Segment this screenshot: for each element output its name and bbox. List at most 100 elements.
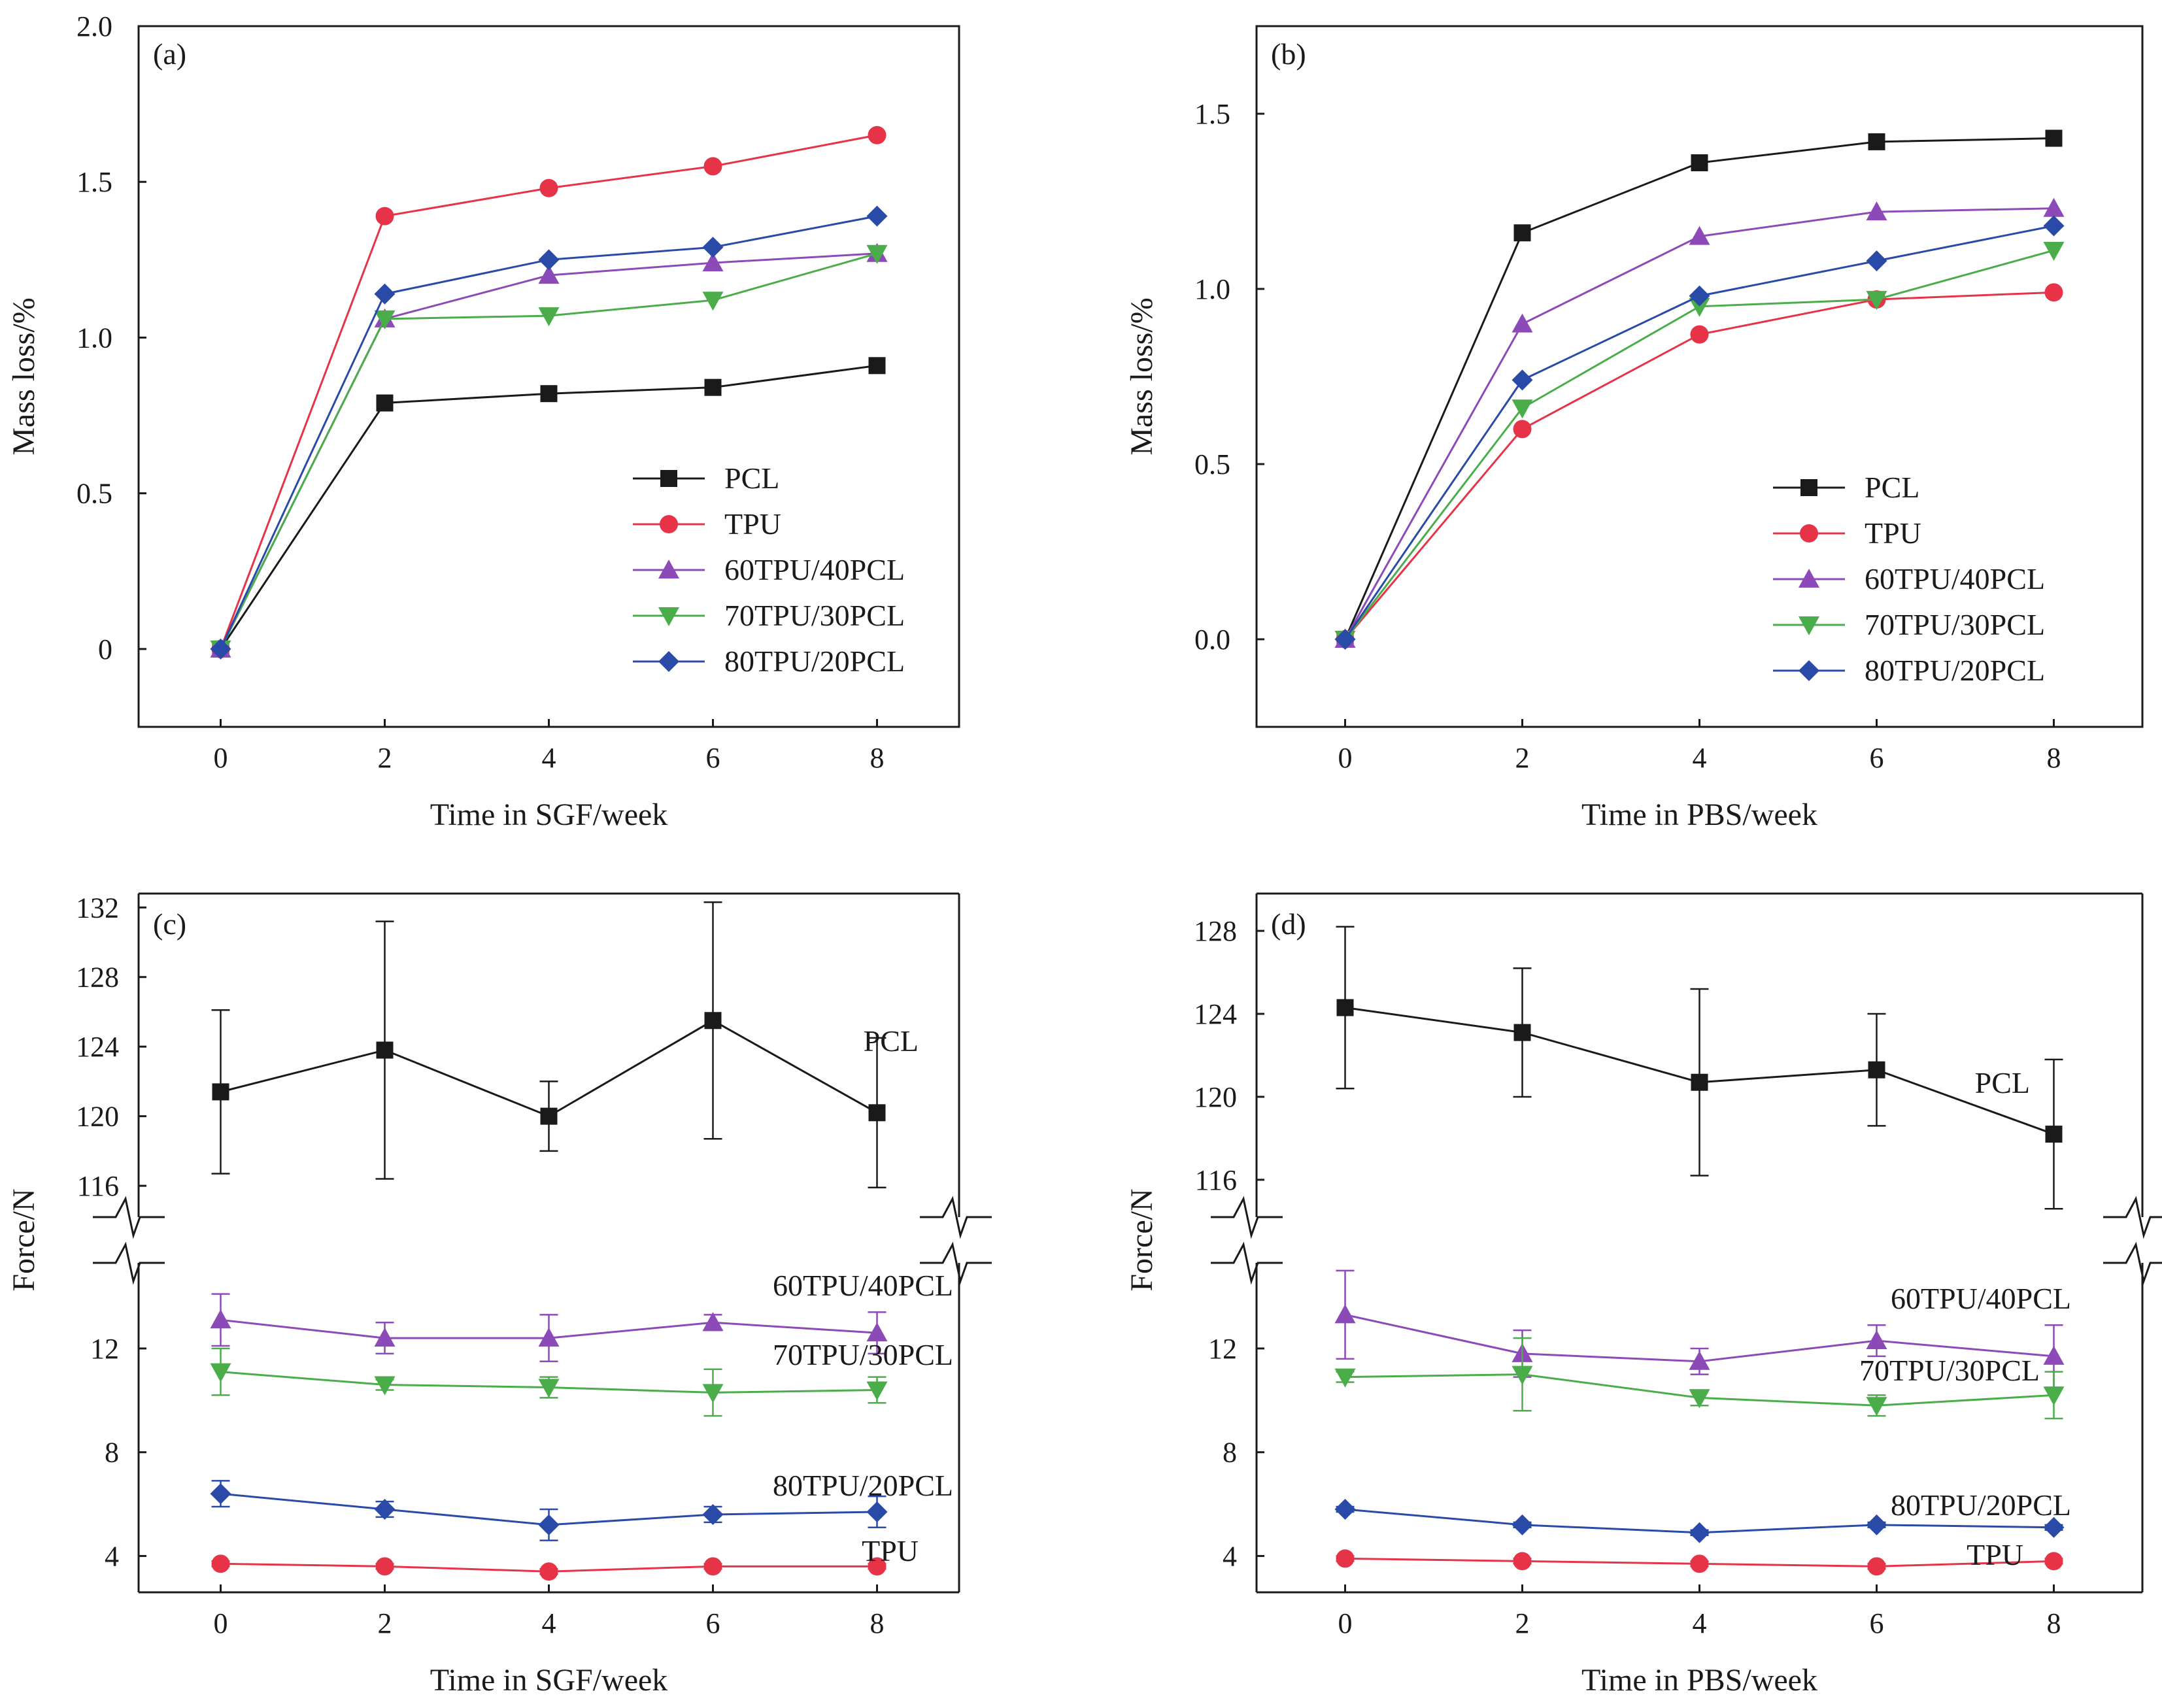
x-tick-label: 0 [214,742,228,774]
data-point [538,1514,560,1535]
legend-label: TPU [724,507,781,541]
panel-label: (d) [1271,907,1306,941]
series-label-pcl: PCL [1975,1066,2030,1099]
y-tick-label: 0 [98,633,112,665]
y-tick-label: 0.5 [76,478,112,510]
data-point [2043,1386,2065,1406]
data-point [702,1384,724,1403]
data-point [538,1328,560,1347]
data-point [211,1554,230,1573]
panel-label: (c) [153,907,186,941]
data-point [1513,1024,1531,1041]
legend-marker [658,607,679,626]
data-point [2045,129,2063,147]
x-tick-label: 6 [1870,1607,1884,1639]
series-60tpu-40pcl [1334,197,2065,648]
x-tick-label: 0 [214,1607,228,1639]
series-80tpu-20pcl [1334,215,2065,650]
legend-label: 60TPU/40PCL [724,553,905,586]
data-point [702,1312,724,1331]
series-pcl [1336,926,2063,1210]
data-point [374,283,396,305]
x-axis-label: Time in PBS/week [1581,1663,1817,1698]
series-label-60tpu-40pcl: 60TPU/40PCL [773,1269,953,1302]
y-tick-label: 12 [1208,1333,1237,1365]
data-point [1690,325,1709,344]
series-60tpu-40pcl [210,1293,888,1363]
x-tick-label: 6 [706,742,720,774]
series-label-70tpu-30pcl: 70TPU/30PCL [773,1338,953,1371]
y-tick-label: 8 [1223,1437,1237,1469]
x-tick-label: 8 [2047,1607,2061,1639]
data-point [702,1503,724,1525]
data-point [2043,242,2065,261]
data-point [374,1499,396,1520]
y-tick-label: 128 [1194,915,1237,947]
legend-label: TPU [1865,516,1921,550]
data-point [1513,224,1531,242]
y-tick-label: 120 [76,1101,119,1133]
data-point [868,357,886,375]
y-axis-label: Mass loss/% [1124,297,1159,455]
x-tick-label: 2 [378,1607,392,1639]
data-point [2043,1516,2065,1538]
legend-label: 70TPU/30PCL [724,599,905,632]
data-point [538,1379,560,1398]
data-point [1866,201,1887,221]
data-point [1689,1522,1710,1543]
data-point [1689,226,1710,245]
x-tick-label: 2 [1515,1607,1530,1639]
data-point [1336,1549,1355,1568]
panel-label: (b) [1271,37,1306,71]
series-80tpu-20pcl [210,1480,888,1541]
data-point [2043,215,2065,237]
x-tick-label: 2 [1515,742,1530,774]
data-point [868,1104,886,1122]
data-point [868,1557,887,1576]
series-label-pcl: PCL [864,1024,919,1058]
legend-item-tpu: TPU [1773,516,1921,550]
legend-item-70tpu-30pcl: 70TPU/30PCL [633,599,905,632]
data-point [2044,1552,2063,1571]
data-point [1334,1304,1356,1324]
y-tick-label: 1.5 [1194,98,1230,130]
legend-item-tpu: TPU [633,507,781,541]
legend: PCL TPU 60TPU/40PCL 70TPU/30PCL 80TPU/20PCL [1773,471,2045,687]
x-tick-label: 0 [1338,1607,1353,1639]
y-tick-label: 1.0 [1194,273,1230,305]
series-tpu [1336,1549,2063,1576]
legend-label: 80TPU/20PCL [724,645,905,678]
panel-d: 0 2 4 6 8 Time in PBS/week 116 120 124 128 4 8 12 For… [1124,892,2162,1698]
data-point [210,1363,231,1382]
data-point [376,394,394,412]
data-point [1866,1330,1887,1350]
x-tick-label: 0 [1338,742,1353,774]
data-point [703,1557,722,1576]
axis-break-mark [2103,1196,2162,1239]
axis-break-mark [93,1241,165,1285]
data-point [210,638,231,660]
axis-break-mark [2103,1241,2162,1285]
data-point [538,307,560,327]
series-pcl [211,901,887,1189]
y-axis-label: Force/N [1124,1188,1159,1291]
legend-item-pcl: PCL [1773,471,1919,504]
series-80tpu-20pcl [210,205,888,660]
legend-marker [1799,569,1819,588]
x-tick-label: 2 [378,742,392,774]
y-tick-label: 4 [105,1540,119,1572]
data-point [1691,1073,1708,1091]
data-point [1866,250,1887,272]
legend-marker [1800,479,1817,496]
legend-marker [660,470,677,487]
y-tick-label: 12 [90,1333,119,1365]
panel-b: 0 2 4 6 8 Time in PBS/week 0.0 0.5 1.0 1.5 Mass lo… [1124,25,2144,832]
legend-label: PCL [724,461,779,495]
panel-a: 0 2 4 6 8 Time in SGF/week 0 0.5 1.0 1.5 2.0 Mass l… [7,10,960,832]
y-tick-label: 4 [1223,1540,1237,1572]
data-point [1868,1061,1885,1079]
legend-marker [1799,616,1819,635]
data-point [2043,197,2065,217]
data-point [1334,1368,1356,1388]
